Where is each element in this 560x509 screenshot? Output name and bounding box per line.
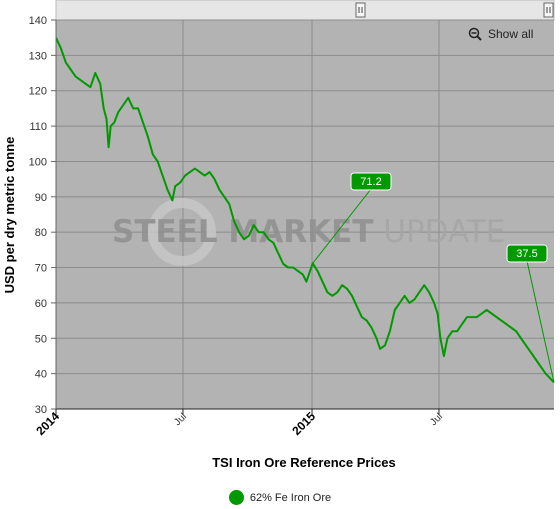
- grid-lines: [55, 19, 554, 410]
- annotation-label: 71.2: [360, 176, 381, 188]
- x-tick-label: Jul: [172, 411, 189, 428]
- y-tick-label: 100: [29, 156, 47, 168]
- plot-area: [56, 20, 554, 409]
- watermark: STEEL MARKET UPDATE: [112, 198, 505, 266]
- y-axis-ticks: 30 40 50 60 70 80 90 100 110 120 130 140: [29, 15, 56, 416]
- y-tick-label: 140: [29, 15, 47, 27]
- svg-text:STEEL MARKET UPDATE: STEEL MARKET UPDATE: [112, 214, 505, 250]
- show-all-label: Show all: [488, 27, 534, 41]
- annotation-leader-line: [312, 188, 372, 264]
- y-tick-label: 50: [35, 333, 47, 345]
- series-line-62-fe-iron-ore[interactable]: [56, 37, 554, 384]
- navigator-bar[interactable]: [55, 0, 555, 21]
- legend: 62% Fe Iron Ore: [0, 490, 560, 508]
- legend-marker: [228, 490, 244, 505]
- y-axis-title: USD per dry metric tonne: [2, 137, 17, 294]
- x-axis-ticks: 2014 Jul 2015 Jul: [33, 409, 445, 438]
- y-tick-label: 110: [29, 121, 47, 133]
- annotation-leader-line: [526, 260, 555, 383]
- watermark-text-update: UPDATE: [373, 214, 505, 250]
- show-all-button[interactable]: Show all: [468, 27, 533, 41]
- y-tick-label: 90: [35, 192, 47, 204]
- x-axis-title: TSI Iron Ore Reference Prices: [212, 455, 396, 470]
- y-tick-label: 120: [29, 86, 47, 98]
- y-tick-label: 70: [35, 263, 47, 275]
- series-group: [56, 37, 554, 384]
- annotation-box: [350, 172, 392, 191]
- annotation-box: [506, 244, 548, 263]
- x-tick-label: Jul: [428, 411, 445, 428]
- navigator-left-handle[interactable]: [355, 2, 366, 18]
- annotations: 71.2 37.5: [312, 172, 555, 383]
- watermark-text-steel-market: STEEL MARKET: [112, 214, 373, 250]
- legend-label: 62% Fe Iron Ore: [249, 491, 332, 504]
- y-tick-label: 30: [35, 404, 47, 416]
- zoom-out-icon: [468, 27, 482, 41]
- y-tick-label: 80: [35, 227, 47, 239]
- x-tick-label: 2015: [289, 409, 318, 438]
- navigator-right-handle[interactable]: [543, 2, 554, 18]
- legend-item[interactable]: 62% Fe Iron Ore: [228, 490, 332, 505]
- y-tick-label: 130: [29, 50, 47, 62]
- grip-handle-icon[interactable]: [355, 2, 366, 18]
- y-tick-label: 40: [35, 369, 47, 381]
- grip-handle-icon[interactable]: [543, 2, 554, 18]
- annotation-label: 37.5: [516, 248, 537, 260]
- y-tick-label: 60: [35, 298, 47, 310]
